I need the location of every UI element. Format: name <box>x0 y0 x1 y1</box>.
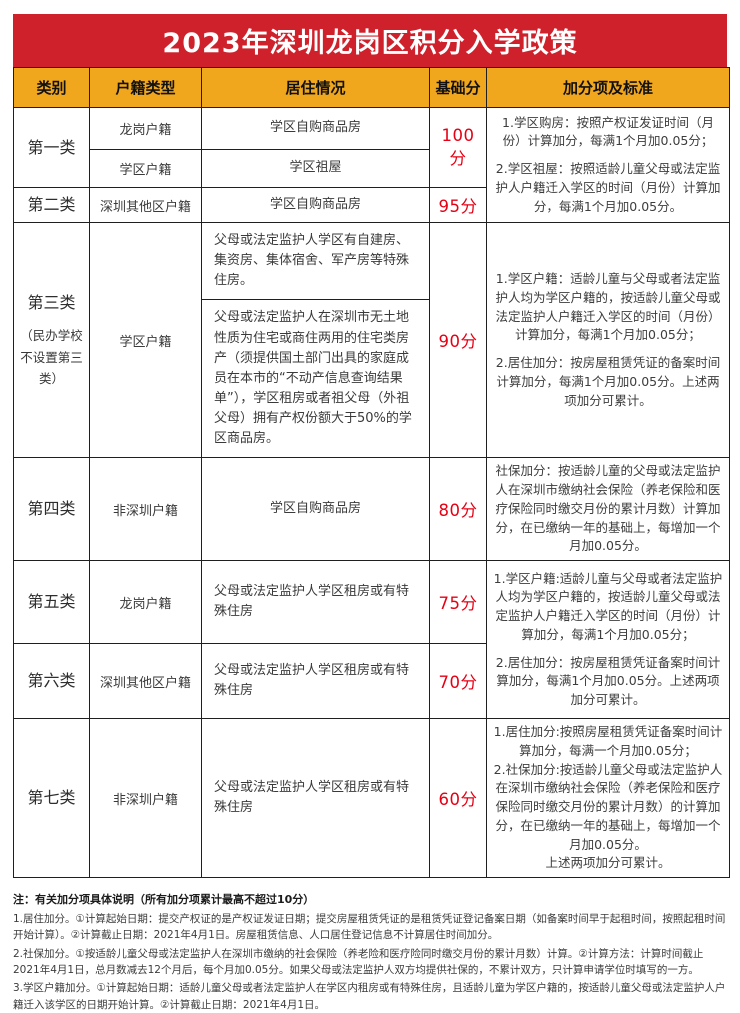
cell-bonus-cat4: 社保加分：按适龄儿童的父母或法定监护人在深圳市缴纳社会保险（养老保险和医疗保险同… <box>486 457 730 562</box>
header-bonus-standards: 加分项及标准 <box>486 67 730 108</box>
header-base-score: 基础分 <box>429 67 487 108</box>
cell-bonus-cat1-2: 1.学区购房：按照产权证发证时间（月份）计算加分，每满1个月加0.05分； 2.… <box>486 107 730 223</box>
cell-cat1-residence-b: 学区祖屋 <box>201 149 430 188</box>
notes-title: 注：有关加分项具体说明（所有加分项累计最高不超过10分） <box>13 893 315 907</box>
cell-cat5-household: 龙岗户籍 <box>89 560 202 645</box>
cell-cat7-label: 第七类 <box>13 718 90 879</box>
cell-cat2-score: 95分 <box>429 187 487 223</box>
cell-cat3-score: 90分 <box>429 221 487 459</box>
bonus-item: 2.居住加分：按房屋租赁凭证备案时间计算加分，每满1个月加0.05分。上述两项加… <box>495 654 721 708</box>
page-title: 2023年深圳龙岗区积分入学政策 <box>162 28 578 59</box>
cell-cat5-residence: 父母或法定监护人学区租房或有特殊住房 <box>201 560 430 645</box>
table-row-cat1b: 学区户籍 学区祖屋 <box>14 149 730 188</box>
table-row-cat7: 第七类 非深圳户籍 父母或法定监护人学区租房或有特殊住房 60分 1.居住加分:… <box>13 718 730 879</box>
bonus-item: 2.居住加分：按房屋租赁凭证的备案时间计算加分，每满1个月加0.05分。上述两项… <box>495 355 721 408</box>
cell-cat1-household-b: 学区户籍 <box>89 149 202 188</box>
bonus-item: 社保加分：按适龄儿童的父母或法定监护人在深圳市缴纳社会保险（养老保险和医疗保险同… <box>495 463 721 554</box>
bonus-item: 1.学区购房：按照产权证发证时间（月份）计算加分，每满1个月加0.05分； <box>502 114 714 149</box>
bonus-item: 上述两项加分可累计。 <box>545 855 671 871</box>
table-row-cat5: 第五类 龙岗户籍 父母或法定监护人学区租房或有特殊住房 75分 1.学区户籍:适… <box>13 560 730 720</box>
cell-cat4-score: 80分 <box>429 457 487 562</box>
cat3-main-label: 第三类 <box>27 293 76 313</box>
cell-cat5-score: 75分 <box>429 560 487 645</box>
cell-cat6-label: 第六类 <box>13 643 90 720</box>
header-residence: 居住情况 <box>201 67 430 108</box>
table-row-cat3b: 父母或法定监护人在深圳市无土地性质为住宅或商住两用的住宅类房产（须提供国土部门出… <box>14 299 730 459</box>
cell-bonus-cat7: 1.居住加分:按照房屋租赁凭证备案时间计算加分，每满一个月加0.05分； 2.社… <box>486 718 730 879</box>
cell-cat1-label: 第一类 <box>13 107 90 188</box>
cell-cat1-residence-a: 学区自购商品房 <box>201 107 430 150</box>
cell-cat6-household: 深圳其他区户籍 <box>89 643 202 720</box>
note-item-1: 1.居住加分。①计算起始日期：提交产权证的是产权证发证日期；提交房屋租赁凭证的是… <box>13 913 726 942</box>
cell-cat4-label: 第四类 <box>13 457 90 562</box>
notes-section: 注：有关加分项具体说明（所有加分项累计最高不超过10分） 1.居住加分。①计算起… <box>13 891 729 1013</box>
header-category: 类别 <box>13 67 90 108</box>
header-household-type: 户籍类型 <box>89 67 202 108</box>
note-item-2: 2.社保加分。①按适龄儿童父母或法定监护人在深圳市缴纳的社会保险（养老险和医疗险… <box>13 947 704 976</box>
cell-cat7-score: 60分 <box>429 718 487 879</box>
cell-cat3-residence-a: 父母或法定监护人学区有自建房、集资房、集体宿舍、军产房等特殊住房。 <box>201 221 430 301</box>
cell-cat3-residence-b: 父母或法定监护人在深圳市无土地性质为住宅或商住两用的住宅类房产（须提供国土部门出… <box>201 299 430 459</box>
cell-cat1-household-a: 龙岗户籍 <box>89 107 202 150</box>
cell-cat5-label: 第五类 <box>13 560 90 645</box>
cell-cat1-score: 100分 <box>429 107 487 188</box>
bonus-item: 2.社保加分:按适龄儿童父母或法定监护人在深圳市缴纳社会保险（养老保险和医疗保险… <box>493 761 723 852</box>
table-header-row: 类别 户籍类型 居住情况 基础分 加分项及标准 <box>13 67 730 108</box>
cell-cat4-residence: 学区自购商品房 <box>201 457 430 562</box>
cell-cat3-household: 学区户籍 <box>89 221 202 459</box>
cell-cat6-score: 70分 <box>429 643 487 720</box>
cat3-sub-label: （民办学校不设置第三类） <box>20 328 83 386</box>
cell-bonus-cat5-6: 1.学区户籍:适龄儿童与父母或者法定监护人均为学区户籍的，按适龄儿童父母或法定监… <box>486 560 730 720</box>
bonus-item: 1.居住加分:按照房屋租赁凭证备案时间计算加分，每满一个月加0.05分； <box>493 724 723 758</box>
policy-table: 类别 户籍类型 居住情况 基础分 加分项及标准 第一类 龙岗户籍 学区自购商品房… <box>13 67 730 879</box>
cell-cat6-residence: 父母或法定监护人学区租房或有特殊住房 <box>201 643 430 720</box>
cell-bonus-cat3: 1.学区户籍：适龄儿童与父母或者法定监护人均为学区户籍的，按适龄儿童父母或法定监… <box>486 221 730 459</box>
cell-cat2-label: 第二类 <box>13 187 90 223</box>
cell-cat2-household: 深圳其他区户籍 <box>89 187 202 223</box>
table-row-cat2: 第二类 深圳其他区户籍 学区自购商品房 95分 <box>13 187 730 223</box>
title-banner: 2023年深圳龙岗区积分入学政策 <box>13 14 727 67</box>
cell-cat7-household: 非深圳户籍 <box>89 718 202 879</box>
cell-cat7-residence: 父母或法定监护人学区租房或有特殊住房 <box>201 718 430 879</box>
table-row-cat3a: 第三类 （民办学校不设置第三类） 学区户籍 父母或法定监护人学区有自建房、集资房… <box>13 221 730 459</box>
bonus-item: 1.学区户籍：适龄儿童与父母或者法定监护人均为学区户籍的，按适龄儿童父母或法定监… <box>495 271 721 343</box>
bonus-item: 1.学区户籍:适龄儿童与父母或者法定监护人均为学区户籍的，按适龄儿童父母或法定监… <box>493 570 723 642</box>
note-item-3: 3.学区户籍加分。①计算起始日期：适龄儿童父母或者法定监护人在学区内租房或有特殊… <box>13 982 726 1011</box>
cell-cat3-label: 第三类 （民办学校不设置第三类） <box>13 221 90 459</box>
table-row-cat1a: 第一类 龙岗户籍 学区自购商品房 100分 1.学区购房：按照产权证发证时间（月… <box>13 107 730 223</box>
bonus-item: 2.学区祖屋：按照适龄儿童父母或法定监护人户籍迁入学区的时间（月份）计算加分，每… <box>495 161 721 214</box>
table-row-cat6: 第六类 深圳其他区户籍 父母或法定监护人学区租房或有特殊住房 70分 <box>13 643 730 720</box>
cell-cat4-household: 非深圳户籍 <box>89 457 202 562</box>
cell-cat2-residence: 学区自购商品房 <box>201 187 430 223</box>
table-row-cat4: 第四类 非深圳户籍 学区自购商品房 80分 社保加分：按适龄儿童的父母或法定监护… <box>13 457 730 562</box>
